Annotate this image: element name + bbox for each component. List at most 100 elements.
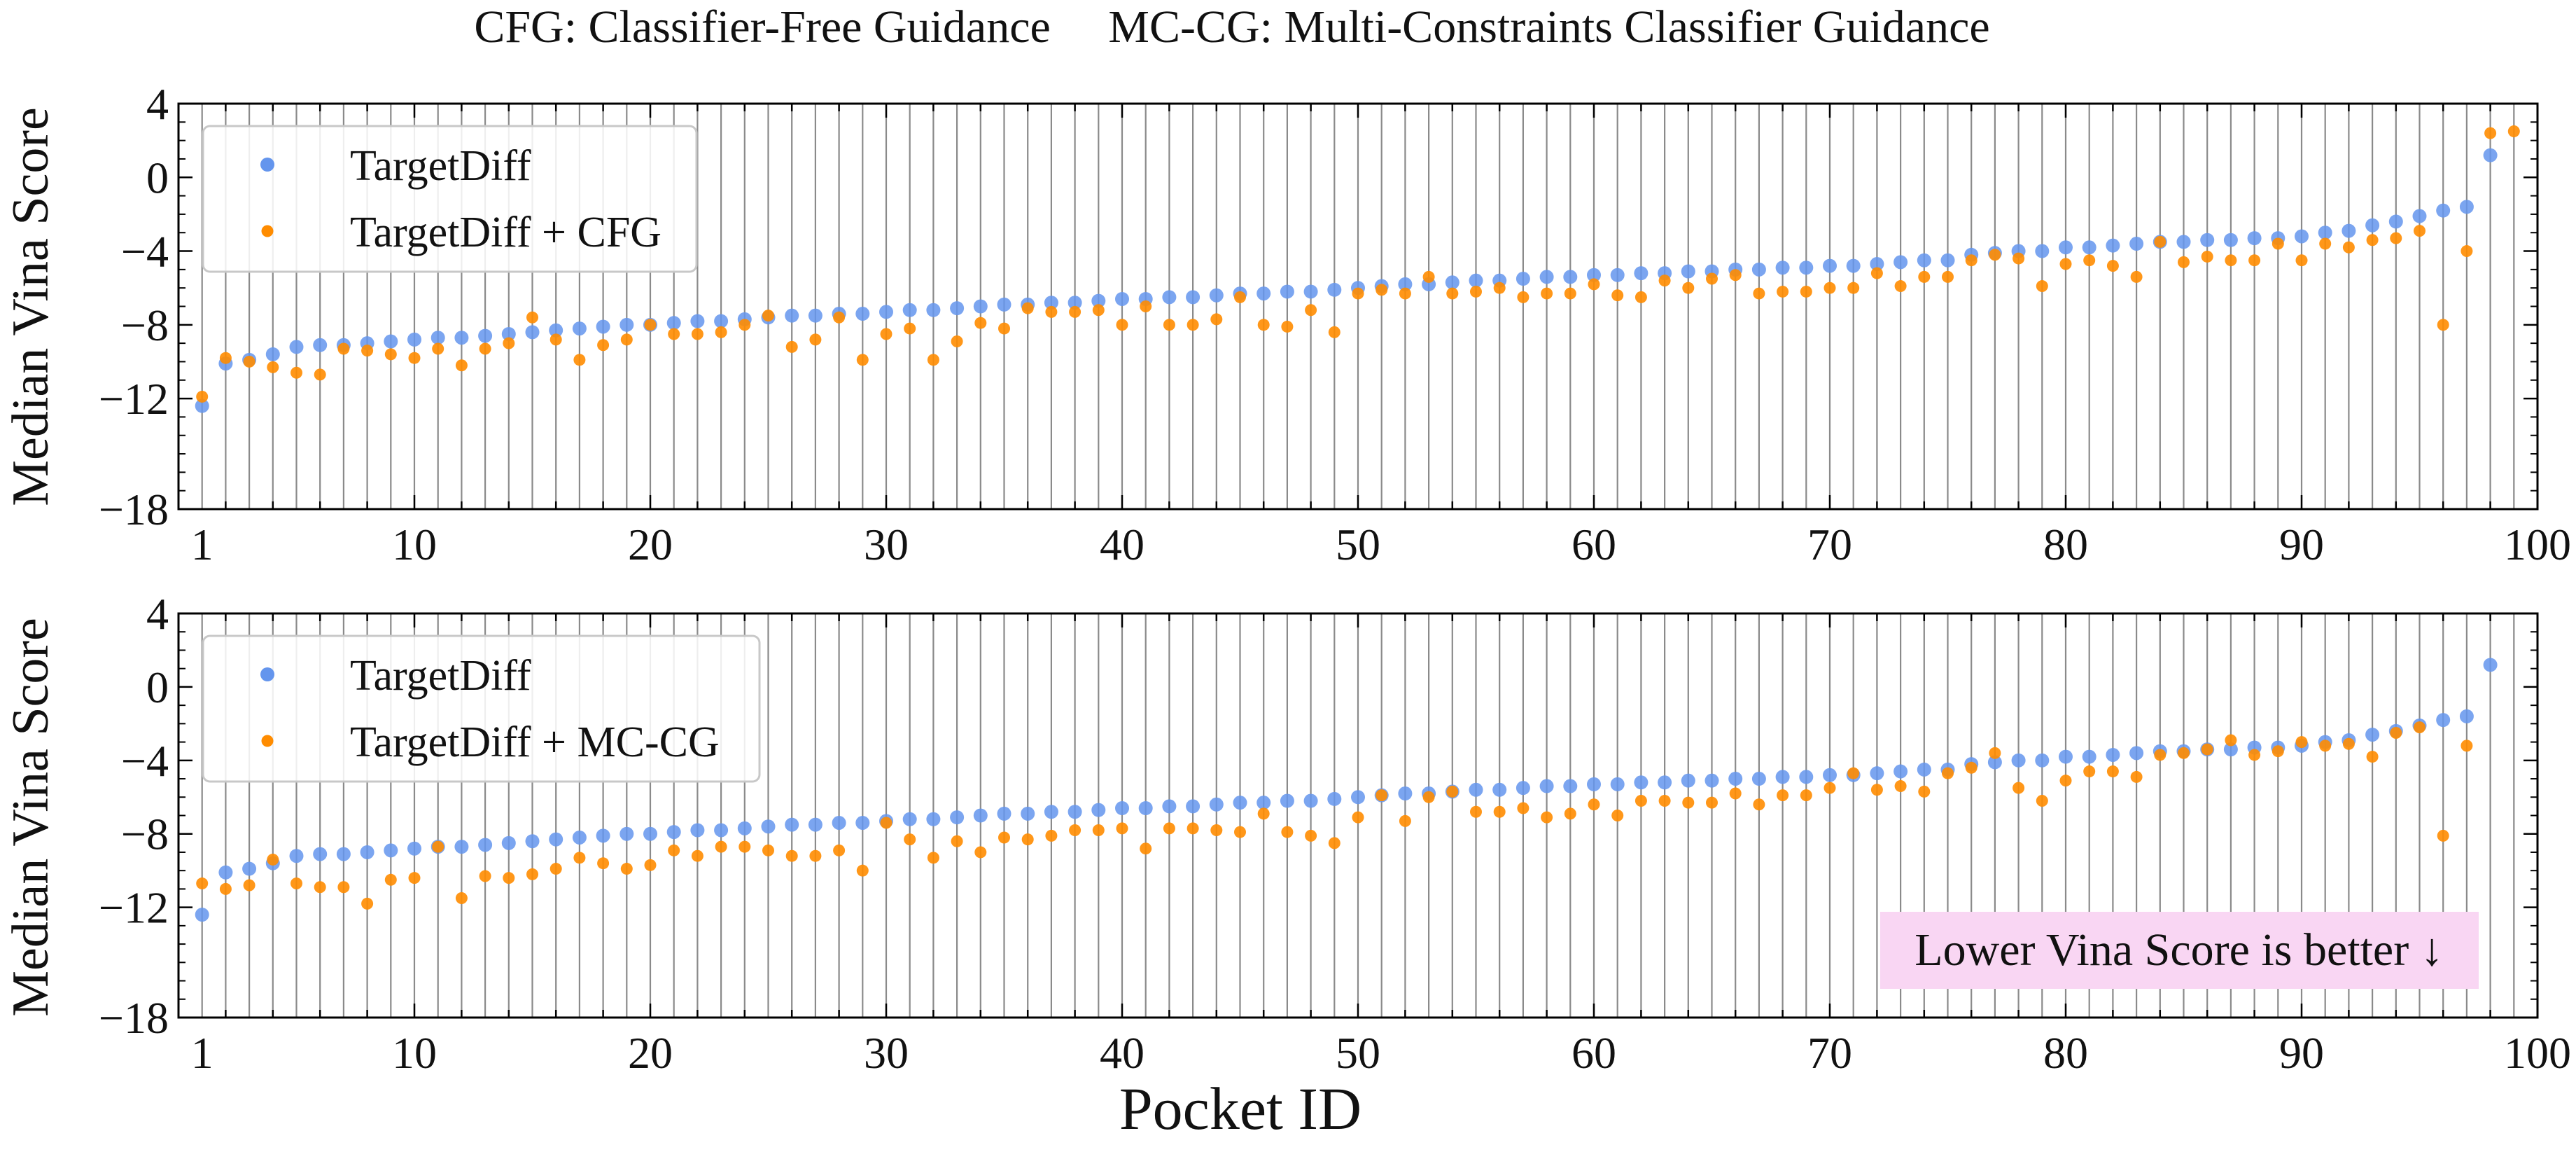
data-point	[1209, 288, 1224, 303]
data-point	[1091, 803, 1106, 817]
data-point	[1186, 290, 1200, 305]
x-tick-label: 1	[191, 1028, 214, 1078]
y-tick-label: 0	[146, 153, 169, 202]
x-tick-label: 10	[392, 520, 437, 569]
data-point	[644, 859, 657, 871]
data-point	[715, 840, 727, 853]
data-point	[337, 342, 350, 355]
x-tick-label: 90	[2279, 1028, 2324, 1078]
data-point	[2366, 751, 2379, 763]
data-point	[620, 863, 633, 875]
data-point	[715, 326, 727, 338]
data-point	[1163, 319, 1175, 331]
x-tick-label: 20	[628, 520, 673, 569]
legend-label: TargetDiff	[350, 652, 531, 700]
data-point	[927, 852, 939, 864]
data-point	[596, 828, 610, 843]
data-point	[1942, 767, 1954, 779]
data-point	[1256, 796, 1271, 810]
data-point	[1823, 768, 1837, 782]
data-point	[1328, 326, 1340, 338]
data-point	[1634, 266, 1648, 281]
data-point	[1799, 261, 1814, 275]
data-point	[432, 342, 444, 355]
series-guided	[196, 125, 2520, 403]
data-point	[549, 323, 564, 338]
data-point	[1493, 805, 1506, 818]
data-point	[1681, 264, 1695, 279]
data-point	[1587, 777, 1601, 791]
data-point	[998, 322, 1010, 335]
data-point	[997, 806, 1011, 821]
data-point	[2365, 218, 2380, 233]
data-point	[927, 354, 939, 366]
legend-marker	[260, 667, 274, 681]
data-point	[879, 305, 893, 319]
data-point	[1894, 780, 1907, 793]
data-point	[1092, 824, 1105, 836]
data-point	[2223, 742, 2238, 757]
data-point	[1611, 810, 1624, 821]
data-point	[1234, 826, 1246, 838]
data-point	[856, 354, 869, 366]
data-point	[290, 877, 302, 890]
data-point	[1470, 805, 1482, 818]
data-point	[1800, 285, 1812, 298]
legend-label: TargetDiff + MC-CG	[350, 719, 720, 766]
data-point	[2082, 240, 2096, 255]
data-point	[1847, 282, 1860, 294]
data-point	[407, 841, 421, 856]
data-point	[408, 872, 421, 884]
data-point	[1044, 296, 1058, 310]
data-point	[196, 390, 209, 403]
data-point	[1327, 282, 1342, 297]
data-point	[550, 863, 562, 875]
data-point	[430, 331, 445, 345]
data-point	[973, 808, 988, 823]
data-point	[1069, 305, 1082, 318]
data-point	[2484, 127, 2497, 139]
data-point	[1210, 824, 1223, 836]
data-point	[1068, 805, 1082, 819]
data-point	[2036, 795, 2048, 807]
data-point	[1351, 790, 1365, 805]
data-point	[809, 333, 822, 346]
legend-marker	[261, 225, 274, 237]
data-point	[1729, 269, 1742, 282]
data-point	[1021, 302, 1034, 314]
data-point	[666, 316, 681, 331]
data-point	[738, 840, 751, 853]
data-point	[218, 865, 233, 880]
x-tick-label: 80	[2043, 1028, 2088, 1078]
data-point	[1493, 282, 1506, 294]
data-point	[2035, 753, 2050, 768]
data-point	[809, 849, 822, 862]
data-point	[2130, 270, 2143, 283]
data-point	[2460, 245, 2473, 258]
data-point	[2390, 232, 2402, 244]
data-point	[573, 852, 586, 864]
data-point	[1492, 782, 1507, 797]
data-point	[2483, 148, 2498, 162]
data-point	[408, 352, 421, 364]
data-point	[1870, 256, 1884, 271]
data-point	[478, 838, 493, 852]
data-point	[2201, 250, 2213, 263]
data-point	[2436, 203, 2451, 218]
data-point	[1162, 290, 1177, 305]
data-point	[1870, 766, 1884, 781]
data-point	[1280, 793, 1294, 808]
data-point	[265, 347, 280, 361]
data-point	[1091, 293, 1106, 308]
data-point	[1398, 277, 1413, 291]
data-point	[289, 849, 304, 863]
data-point	[2414, 721, 2426, 734]
data-point	[951, 835, 963, 847]
data-point	[289, 340, 304, 354]
data-point	[2011, 753, 2026, 768]
data-point	[1021, 806, 1035, 821]
data-point	[1305, 829, 1317, 842]
x-tick-label: 100	[2504, 520, 2571, 569]
data-point	[195, 398, 209, 413]
data-point	[880, 817, 892, 829]
